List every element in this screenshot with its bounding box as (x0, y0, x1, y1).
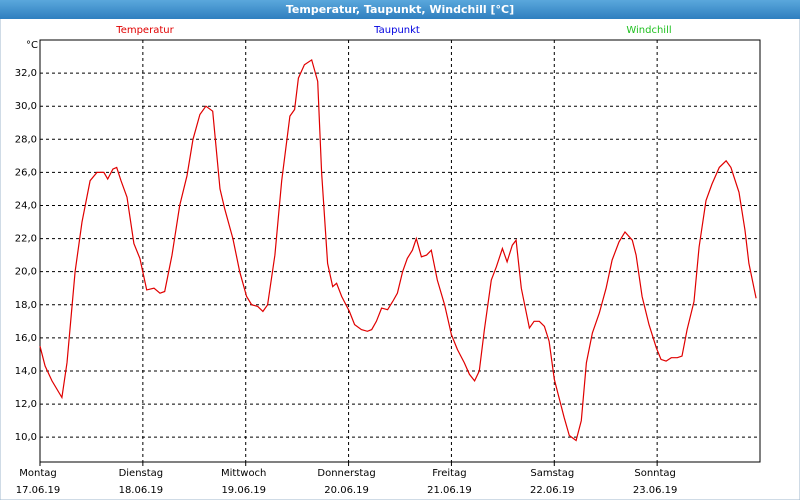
x-tick-label: Samstag (530, 468, 574, 479)
plot-area (39, 39, 761, 463)
x-tick-date: 21.06.19 (427, 485, 472, 496)
y-tick-label: 14,0 (15, 366, 37, 377)
x-tick-label: Freitag (432, 468, 466, 479)
x-tick-date: 18.06.19 (119, 485, 164, 496)
x-tick-label: Montag (19, 468, 56, 479)
legend-entry: Windchill (626, 25, 671, 36)
y-tick-label: 18,0 (15, 300, 37, 311)
legend-entry: Taupunkt (373, 25, 420, 36)
x-tick-label: Donnerstag (317, 468, 375, 479)
y-tick-label: 20,0 (15, 267, 37, 278)
x-tick-label: Sonntag (634, 468, 676, 479)
y-tick-label: 10,0 (15, 432, 37, 443)
y-tick-label: 12,0 (15, 399, 37, 410)
y-tick-label: 16,0 (15, 333, 37, 344)
x-tick-label: Mittwoch (221, 468, 266, 479)
y-tick-label: 26,0 (15, 167, 37, 178)
legend-entry: Temperatur (115, 25, 174, 36)
y-unit: °C (26, 40, 38, 51)
temperature-line (39, 58, 757, 442)
x-tick-date: 17.06.19 (16, 485, 61, 496)
y-tick-label: 32,0 (15, 68, 37, 79)
y-tick-label: 30,0 (15, 101, 37, 112)
x-tick-date: 20.06.19 (324, 485, 369, 496)
x-tick-label: Dienstag (119, 468, 164, 479)
x-tick-date: 23.06.19 (633, 485, 678, 496)
x-tick-date: 22.06.19 (530, 485, 575, 496)
y-tick-label: 24,0 (15, 200, 37, 211)
chart-title: Temperatur, Taupunkt, Windchill [°C] (286, 3, 514, 16)
y-tick-label: 22,0 (15, 234, 37, 245)
x-tick-date: 19.06.19 (221, 485, 266, 496)
title-bar (0, 0, 800, 19)
y-tick-label: 28,0 (15, 134, 37, 145)
